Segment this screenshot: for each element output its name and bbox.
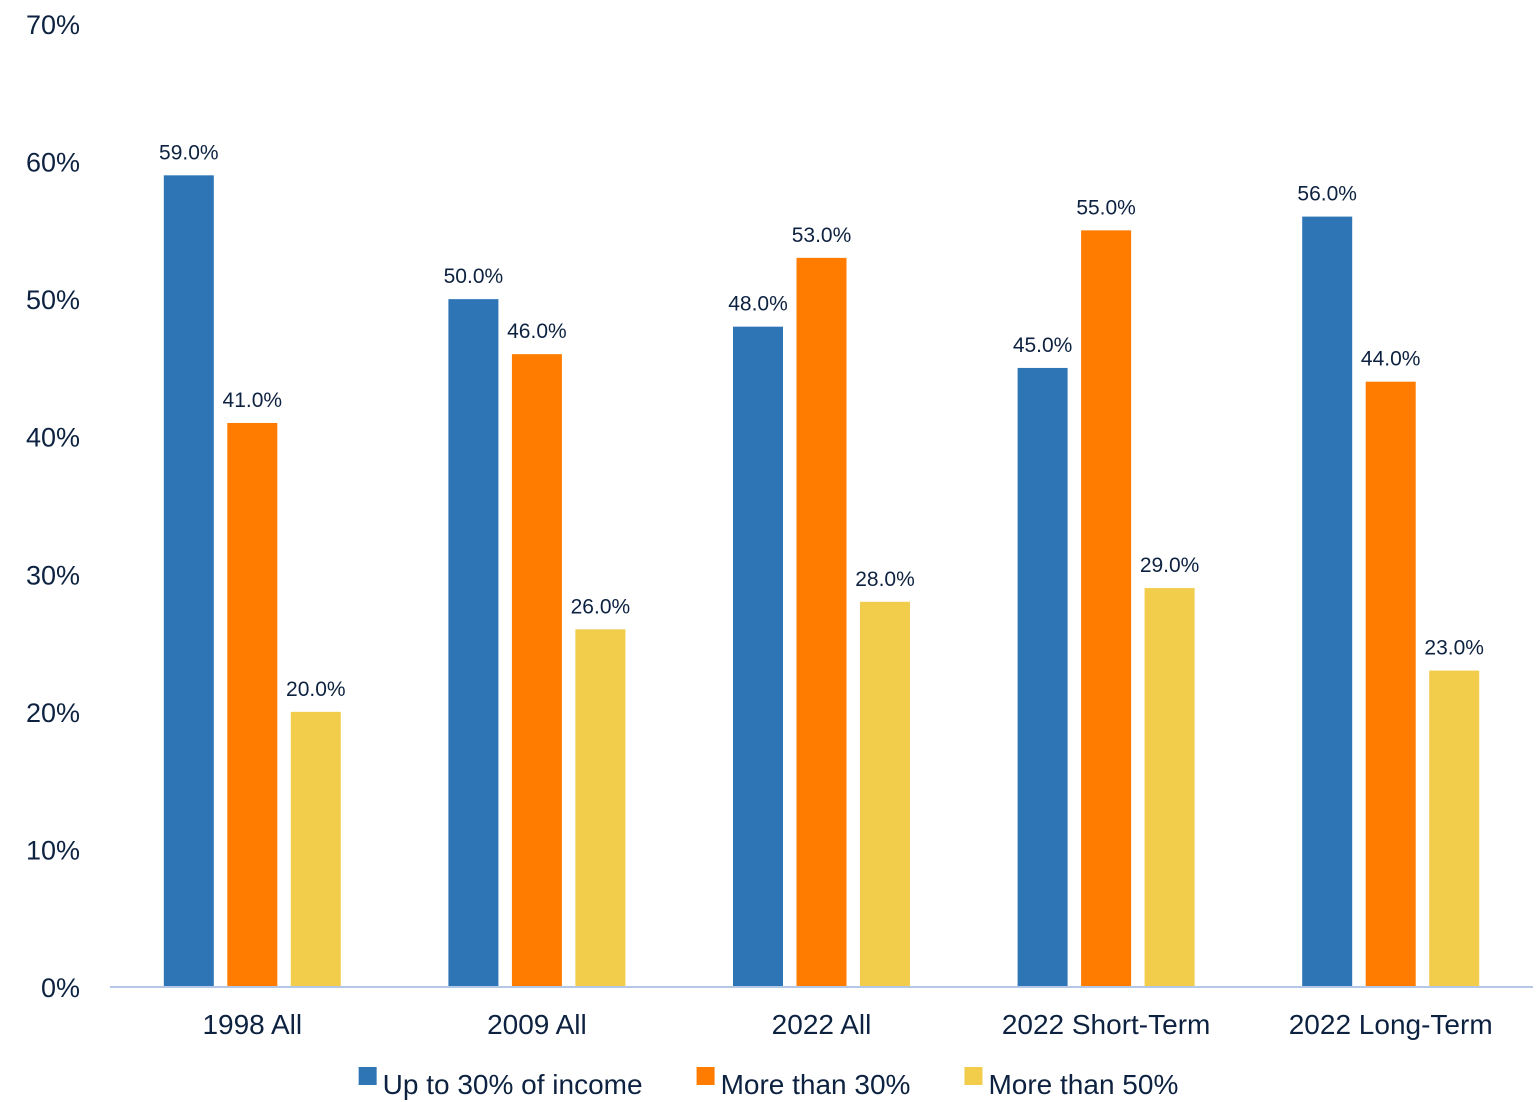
- data-label: 28.0%: [855, 568, 915, 591]
- x-category-label: 1998 All: [202, 1009, 302, 1040]
- y-axis-ticks: 0% 10% 20% 30% 40% 50% 60% 70%: [26, 10, 80, 1003]
- bar: [796, 257, 847, 987]
- data-label: 53.0%: [792, 224, 852, 247]
- data-label: 26.0%: [571, 595, 631, 618]
- data-label: 48.0%: [728, 293, 788, 316]
- y-tick-label: 20%: [26, 698, 80, 728]
- y-tick-label: 10%: [26, 835, 80, 865]
- data-label: 56.0%: [1297, 183, 1357, 206]
- bar: [227, 422, 278, 987]
- bar: [1429, 670, 1480, 987]
- data-label: 50.0%: [444, 265, 504, 288]
- legend-swatch: [696, 1067, 715, 1085]
- data-label: 41.0%: [223, 389, 283, 412]
- bar: [448, 299, 499, 988]
- bar: [1017, 367, 1068, 987]
- data-label: 20.0%: [286, 678, 346, 701]
- data-label: 46.0%: [507, 320, 567, 343]
- x-category-label: 2009 All: [487, 1009, 587, 1040]
- bar: [1365, 381, 1416, 988]
- legend-label: More than 50%: [988, 1069, 1178, 1100]
- x-axis-category-labels: 1998 All 2009 All 2022 All 2022 Short-Term 2…: [202, 1009, 1492, 1040]
- bar: [1302, 216, 1353, 988]
- legend-swatch: [964, 1067, 983, 1085]
- data-label: 55.0%: [1076, 196, 1136, 219]
- data-label: 29.0%: [1140, 554, 1200, 577]
- x-category-label: 2022 All: [772, 1009, 872, 1040]
- y-tick-label: 60%: [26, 148, 80, 178]
- y-tick-label: 0%: [41, 973, 80, 1003]
- bar: [860, 601, 910, 987]
- data-label: 59.0%: [159, 141, 219, 164]
- bar: [290, 711, 341, 987]
- legend-label: Up to 30% of income: [383, 1069, 643, 1100]
- legend: Up to 30% of income More than 30% More tha…: [358, 1067, 1178, 1100]
- data-label: 45.0%: [1013, 334, 1073, 357]
- bar: [163, 175, 214, 988]
- bar: [511, 354, 562, 988]
- bars: [163, 175, 1480, 988]
- y-tick-label: 70%: [26, 10, 80, 40]
- bar: [1081, 230, 1132, 987]
- legend-label: More than 30%: [721, 1069, 911, 1100]
- data-label: 23.0%: [1424, 637, 1484, 660]
- y-tick-label: 50%: [26, 285, 80, 315]
- bar: [1144, 588, 1195, 987]
- data-labels: 59.0% 41.0% 20.0% 50.0% 46.0% 26.0% 48.0% 53.0%…: [159, 141, 1484, 701]
- y-tick-label: 40%: [26, 423, 80, 453]
- x-category-label: 2022 Short-Term: [1002, 1009, 1211, 1040]
- bar: [733, 326, 783, 988]
- bar: [575, 629, 626, 987]
- y-tick-label: 30%: [26, 560, 80, 590]
- legend-swatch: [358, 1067, 377, 1085]
- x-category-label: 2022 Long-Term: [1289, 1009, 1493, 1040]
- data-label: 44.0%: [1361, 348, 1421, 371]
